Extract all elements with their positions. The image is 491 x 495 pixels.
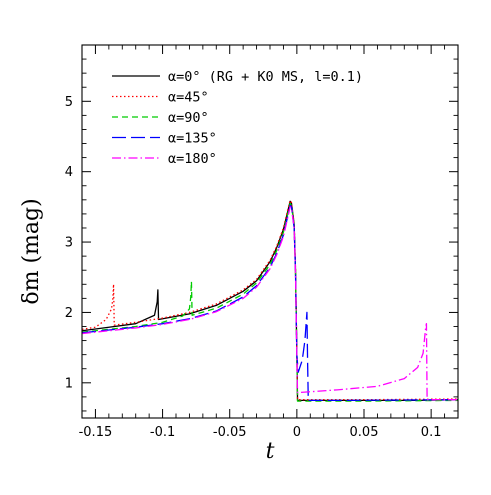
x-tick-label-1: -0.1	[150, 425, 175, 440]
series-line-4	[82, 206, 458, 401]
legend: α=0° (RG + K0 MS, l=0.1) α=45° α=90° α=135°…	[112, 69, 363, 167]
plot-border	[81, 44, 459, 419]
y-tick-label-0: 1	[65, 376, 73, 391]
x-tick-label-0: -0.15	[79, 425, 113, 440]
legend-label-3: α=135°	[168, 131, 217, 147]
legend-label-0: α=0° (RG + K0 MS, l=0.1)	[168, 69, 363, 85]
legend-label-2: α=90°	[168, 110, 209, 126]
series-line-2	[82, 202, 458, 402]
series-lines	[82, 199, 458, 402]
series-line-1	[82, 199, 458, 401]
series-line-0	[82, 200, 458, 402]
y-tick-label-4: 5	[65, 95, 73, 110]
y-tick-label-1: 2	[65, 306, 73, 321]
plot-frame	[81, 44, 459, 419]
x-tick-label-5: 0.1	[421, 425, 442, 440]
y-tick-label-2: 3	[65, 236, 73, 251]
x-tick-label-2: -0.05	[213, 425, 247, 440]
y-axis-label: δm (mag)	[19, 198, 44, 304]
x-tick-label-4: 0.05	[350, 425, 379, 440]
y-tick-label-3: 4	[65, 165, 73, 180]
legend-label-4: α=180°	[168, 151, 217, 167]
x-tick-label-3: 0	[293, 425, 301, 440]
x-axis-label: t	[266, 439, 275, 464]
legend-label-1: α=45°	[168, 90, 209, 106]
series-line-3	[82, 204, 458, 402]
axis-ticks: -0.15 -0.1 -0.05 0 0.05 0.1 1 2 3 4 5	[65, 44, 459, 440]
